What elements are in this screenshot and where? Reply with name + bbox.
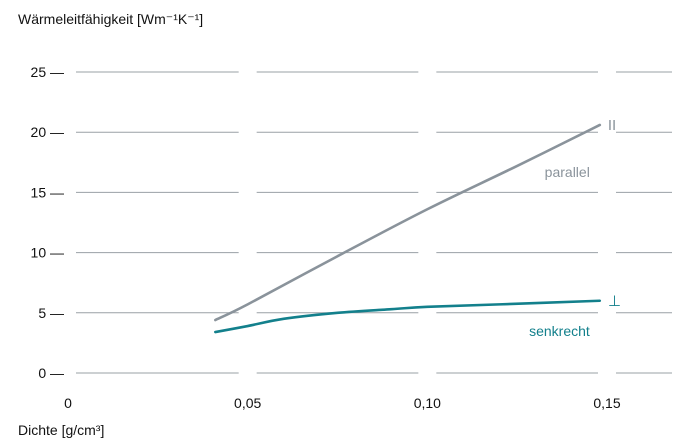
- series-group: II parallel ⊥ senkrecht: [214, 117, 621, 339]
- x-tick-label: 0,10: [414, 395, 441, 411]
- series-symbol-senkrecht: ⊥: [608, 293, 621, 310]
- y-tick-label: 10 —: [31, 245, 64, 261]
- y-tick-label: 15 —: [31, 184, 64, 200]
- series-label-senkrecht: senkrecht: [529, 323, 590, 339]
- series-symbol-parallel: II: [608, 117, 616, 134]
- y-tick-label: 25 —: [31, 64, 64, 80]
- y-tick-label: 20 —: [31, 124, 64, 140]
- y-axis-label: Wärmeleitfähigkeit [Wm⁻¹K⁻¹]: [18, 11, 203, 27]
- x-tick-label: 0,15: [593, 395, 620, 411]
- x-tick-label: 0: [64, 395, 72, 411]
- series-line-senkrecht: [214, 299, 602, 334]
- series-label-parallel: parallel: [545, 164, 590, 180]
- y-axis: 0 — 5 — 10 — 15 — 20 — 25 —: [31, 64, 64, 381]
- grid: [76, 71, 672, 374]
- series-line-parallel: [214, 123, 602, 322]
- x-tick-label: 0,05: [234, 395, 261, 411]
- x-axis-label: Dichte [g/cm³]: [18, 422, 104, 438]
- y-tick-label: 5 —: [38, 305, 64, 321]
- x-axis: 0 0,05 0,10 0,15: [64, 395, 621, 411]
- y-tick-label: 0 —: [38, 365, 64, 381]
